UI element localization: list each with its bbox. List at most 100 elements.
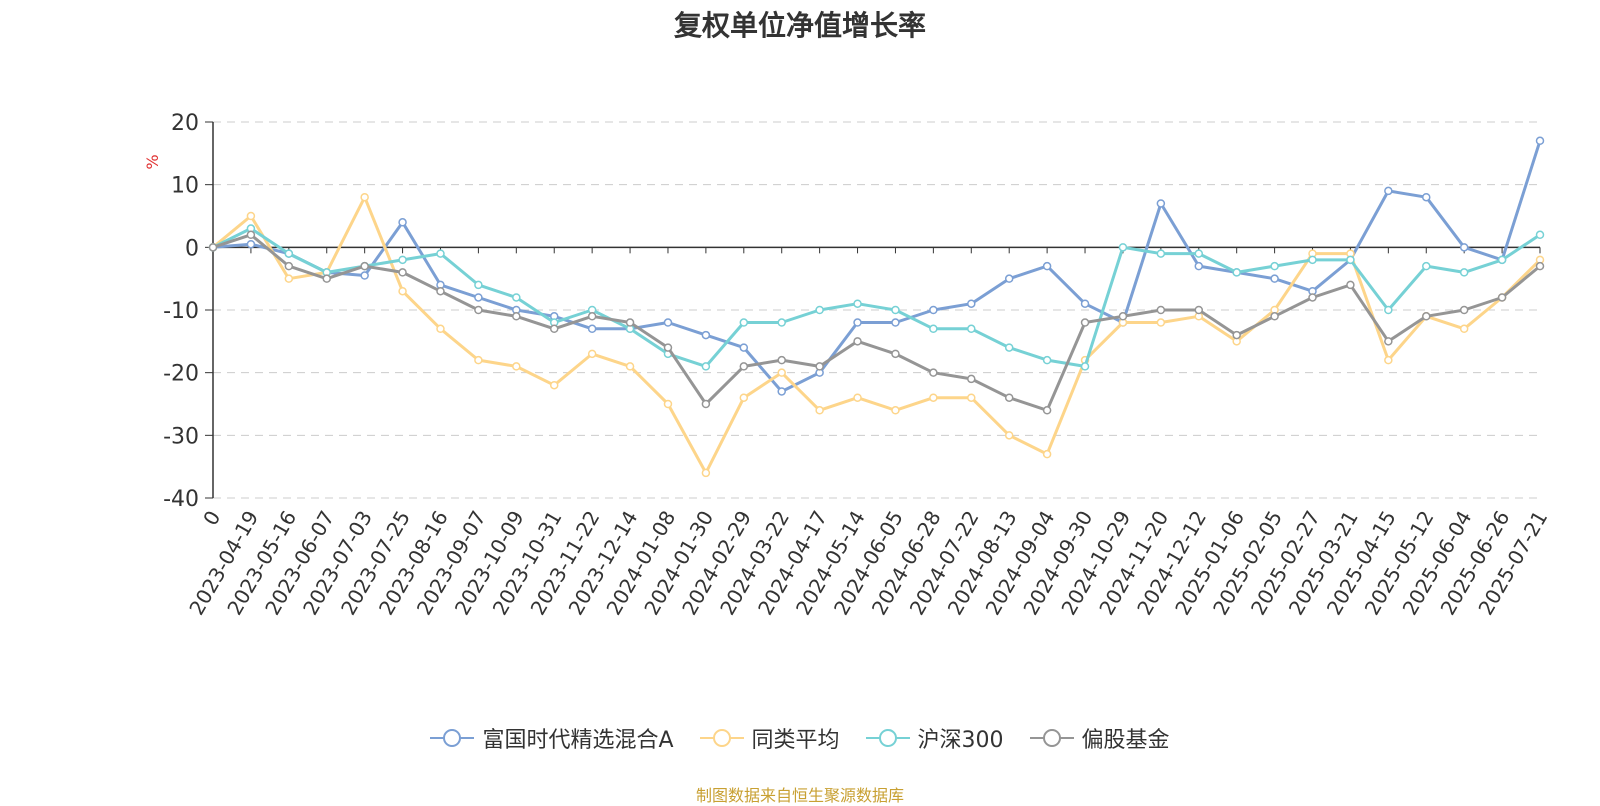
series-2-point <box>1497 255 1507 265</box>
series-1-point <box>663 399 673 409</box>
y-tick-label: -30 <box>163 424 199 449</box>
series-0-point <box>1004 274 1014 283</box>
series-3-point <box>284 261 294 271</box>
legend-item-peer-average[interactable]: 同类平均 <box>699 722 840 754</box>
series-1-point <box>853 393 862 402</box>
series-1-point <box>777 368 786 377</box>
legend-label-fund: 富国时代精选混合A <box>482 728 674 753</box>
series-0-point <box>246 239 256 249</box>
y-tick-label: 20 <box>171 111 199 136</box>
series-2-point <box>1156 249 1166 258</box>
series-3-point <box>1346 280 1355 290</box>
series-1-point <box>967 393 976 402</box>
series-2-point <box>474 280 483 290</box>
series-0-point <box>891 318 900 327</box>
series-1-point <box>549 380 559 390</box>
series-3-point <box>1156 305 1166 315</box>
series-1-point <box>701 468 711 478</box>
series-3-point <box>1308 293 1317 302</box>
series-3-point <box>815 362 824 371</box>
series-1-point <box>284 274 294 283</box>
series-1-point <box>436 324 445 334</box>
series-2-point <box>284 249 294 258</box>
series-3-point <box>777 355 786 365</box>
series-3-point <box>398 268 407 277</box>
series-3-point <box>436 286 445 296</box>
series-1-point <box>1004 431 1014 440</box>
series-0-point <box>663 318 673 327</box>
series-3-point <box>853 337 862 346</box>
series-line-0 <box>211 139 1542 393</box>
series-2-point <box>1384 305 1393 315</box>
y-tick-label: -10 <box>163 299 199 324</box>
series-0-point <box>967 299 976 308</box>
series-0-point <box>1422 192 1431 202</box>
series-0-point <box>1270 274 1279 283</box>
y-axis-unit-label: % <box>143 154 162 169</box>
legend-swatch-fund-icon <box>430 729 475 747</box>
series-line-2 <box>211 227 1542 368</box>
legend-item-fund[interactable]: 富国时代精选混合A <box>430 722 674 754</box>
legend-item-csi300[interactable]: 沪深300 <box>865 722 1004 754</box>
legend-label-equity-funds: 偏股基金 <box>1081 728 1170 753</box>
series-2-point <box>1004 343 1014 352</box>
series-3-point <box>512 312 521 321</box>
series-3-point <box>1080 318 1090 327</box>
series-0-point <box>853 318 862 327</box>
series-3-point <box>208 243 218 252</box>
series-3-point <box>360 261 369 271</box>
legend-item-equity-funds[interactable]: 偏股基金 <box>1029 722 1170 754</box>
series-0-point <box>360 271 369 280</box>
series-3-point <box>663 343 673 352</box>
series-2-point <box>777 318 786 327</box>
y-tick-label: 0 <box>185 236 199 261</box>
series-3-point <box>1422 312 1431 321</box>
series-3-point <box>1497 293 1507 302</box>
series-3-point <box>246 230 256 240</box>
series-2-point <box>1080 362 1090 371</box>
series-1-point <box>891 406 900 415</box>
series-0-point <box>1156 199 1166 208</box>
series-3-point <box>1270 312 1279 321</box>
series-3-point <box>967 374 976 384</box>
legend-label-peer-average: 同类平均 <box>751 728 840 753</box>
line-chart: -40-30-20-1001020%02023-04-192023-05-162… <box>143 111 1552 619</box>
series-3-point <box>1232 330 1241 340</box>
series-0-point <box>398 218 407 227</box>
series-2-point <box>1232 268 1241 277</box>
series-1-point <box>1384 355 1393 365</box>
series-2-point <box>1118 243 1128 252</box>
y-tick-label: -20 <box>163 362 199 387</box>
series-3-point <box>1194 305 1204 315</box>
series-1-point <box>1156 318 1166 327</box>
data-source-note: 制图数据来自恒生聚源数据库 <box>695 786 904 805</box>
series-2-point <box>1042 355 1052 365</box>
series-2-point <box>853 299 862 308</box>
series-2-point <box>815 305 824 315</box>
series-2-point <box>398 255 407 265</box>
series-3-point <box>1459 305 1469 315</box>
series-0-point <box>701 330 711 340</box>
series-2-point <box>891 305 900 315</box>
series-3-point <box>891 349 900 359</box>
series-3-point <box>587 312 597 321</box>
series-0-point <box>1384 186 1393 196</box>
series-2-point <box>739 318 749 327</box>
series-2-point <box>1270 261 1279 271</box>
series-3-point <box>549 324 559 334</box>
series-0-point <box>1535 136 1545 146</box>
series-0-point <box>1194 261 1204 271</box>
series-0-point <box>474 293 483 302</box>
series-3-point <box>474 305 483 315</box>
series-3-point <box>1118 312 1128 321</box>
series-0-point <box>929 305 938 315</box>
series-1-point <box>474 355 483 365</box>
series-2-point <box>929 324 938 334</box>
series-line-1 <box>211 195 1542 475</box>
series-1-point <box>587 349 597 359</box>
series-1-point <box>1459 324 1469 334</box>
legend-swatch-peer-average-icon <box>699 729 744 747</box>
series-2-point <box>512 293 521 302</box>
series-2-point <box>701 362 711 371</box>
series-0-point <box>1042 261 1052 271</box>
